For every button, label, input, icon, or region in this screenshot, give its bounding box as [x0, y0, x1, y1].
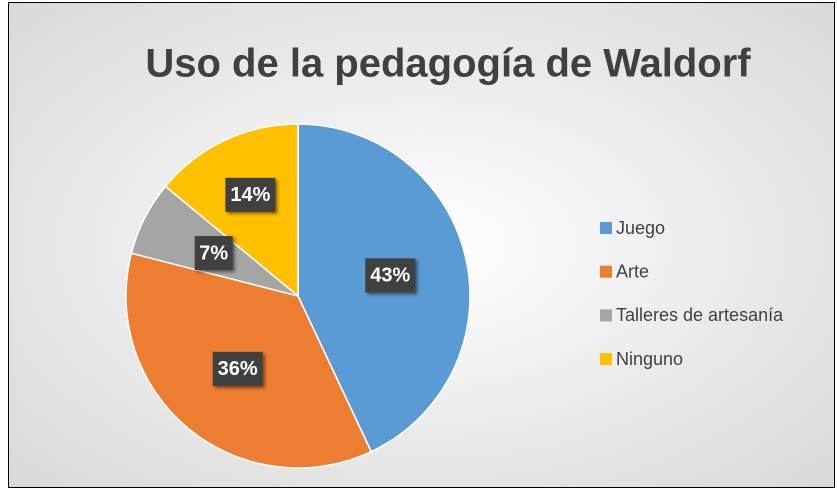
legend-swatch: [600, 353, 612, 366]
data-label-box: [194, 236, 233, 271]
legend-label: Ninguno: [616, 349, 683, 369]
data-label-box: [365, 258, 416, 293]
legend-swatch: [600, 222, 612, 234]
chart-title: Uso de la pedagogía de Waldorf: [145, 42, 751, 86]
legend-swatch: [600, 309, 612, 322]
legend-label: Talleres de artesanía: [616, 305, 784, 325]
data-label-box: [212, 351, 263, 386]
data-label-box: [225, 177, 276, 212]
data-label: 43%: [370, 265, 410, 287]
data-label: 36%: [218, 358, 258, 380]
legend-label: Juego: [616, 218, 665, 238]
legend-label: Arte: [616, 261, 649, 281]
data-label: 14%: [230, 184, 270, 206]
data-label: 7%: [199, 242, 228, 264]
legend-swatch: [600, 265, 612, 278]
